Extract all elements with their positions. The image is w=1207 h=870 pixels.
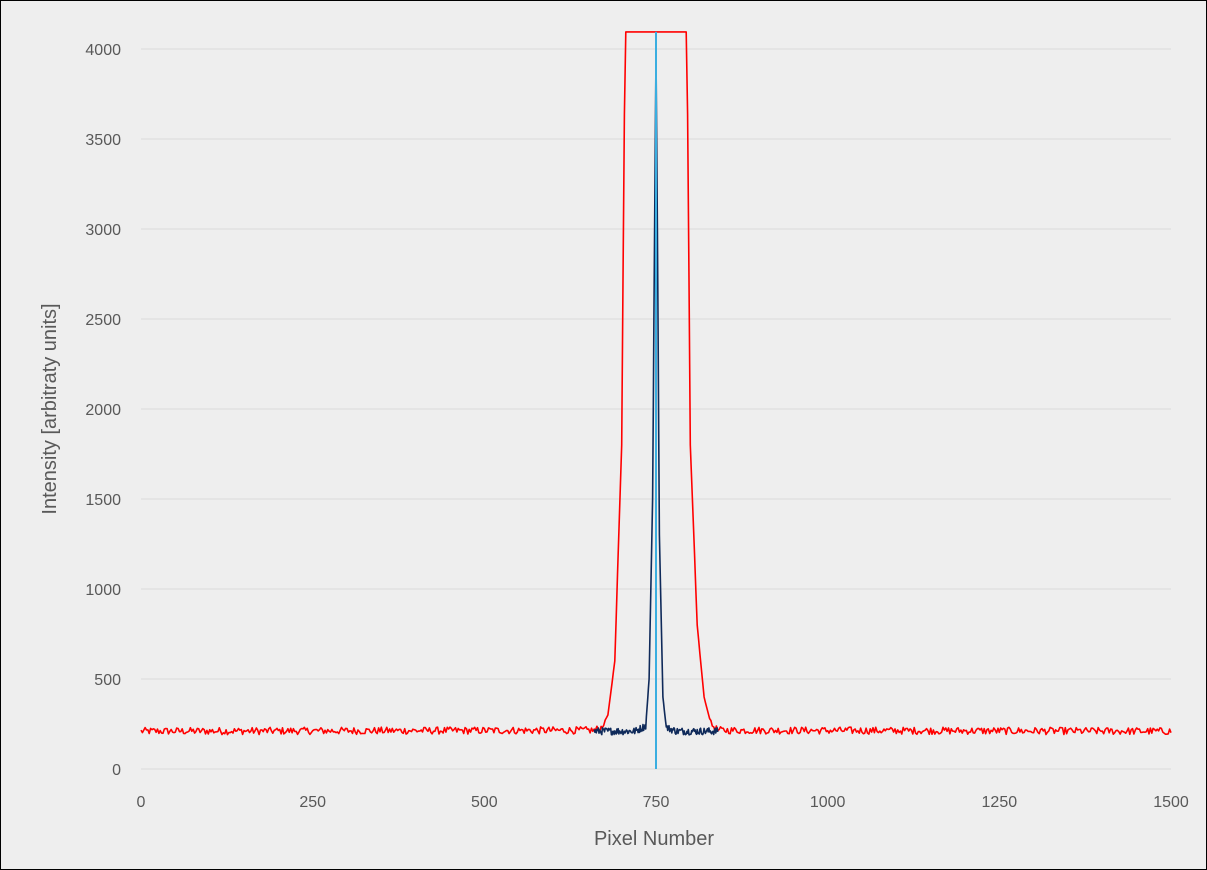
x-tick-label: 1000: [810, 794, 846, 811]
y-tick-label: 1500: [85, 492, 121, 509]
x-tick-label: 250: [299, 794, 326, 811]
y-tick-label: 2500: [85, 312, 121, 329]
x-tick-label: 1500: [1153, 794, 1189, 811]
y-tick-label: 0: [112, 762, 121, 779]
y-axis-ticks: 0 500 1000 1500 2000 2500 3000 3500 4000: [85, 42, 121, 779]
y-tick-label: 1000: [85, 582, 121, 599]
y-tick-label: 3500: [85, 132, 121, 149]
x-tick-label: 0: [137, 794, 146, 811]
y-axis-title: Intensity [arbitraty units]: [39, 303, 61, 514]
x-tick-label: 500: [471, 794, 498, 811]
x-tick-label: 1250: [982, 794, 1018, 811]
y-tick-label: 500: [94, 672, 121, 689]
series-layer: [140, 31, 1172, 769]
x-axis-title: Pixel Number: [594, 828, 714, 850]
x-tick-label: 750: [643, 794, 670, 811]
y-tick-label: 4000: [85, 42, 121, 59]
y-tick-label: 2000: [85, 402, 121, 419]
x-axis-ticks: 0 250 500 750 1000 1250 1500: [137, 794, 1189, 811]
y-tick-label: 3000: [85, 222, 121, 239]
